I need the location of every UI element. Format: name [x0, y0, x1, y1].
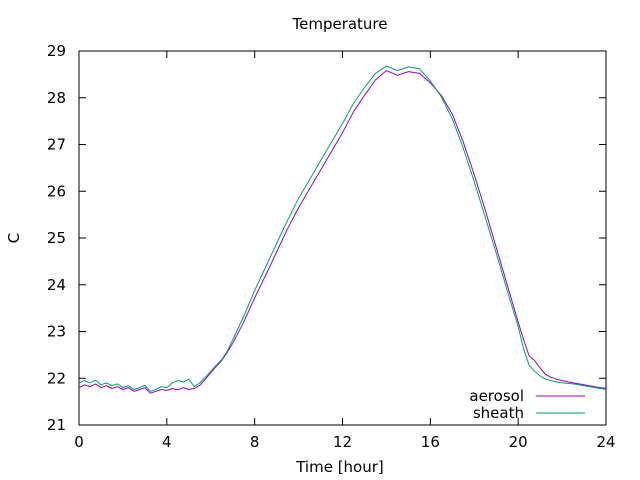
y-tick-label: 23	[47, 323, 66, 341]
y-tick-label: 22	[47, 369, 66, 387]
y-tick-label: 27	[47, 136, 66, 154]
y-tick-label: 26	[47, 182, 66, 200]
x-tick-label: 0	[74, 433, 84, 451]
y-tick-label: 21	[47, 416, 66, 434]
y-tick-label: 24	[47, 276, 66, 294]
x-tick-label: 20	[509, 433, 528, 451]
y-tick-label: 25	[47, 229, 66, 247]
series-line-aerosol	[78, 70, 607, 394]
x-tick-label: 24	[596, 433, 615, 451]
plot-frame	[78, 50, 607, 426]
x-tick-label: 16	[421, 433, 440, 451]
series-layer	[78, 65, 607, 394]
plot-border	[78, 50, 607, 426]
x-axis-label: Time [hour]	[295, 458, 384, 476]
y-tick-label: 29	[47, 42, 66, 60]
legend-label-sheath: sheath	[473, 404, 524, 422]
x-tick-label: 12	[333, 433, 352, 451]
x-axis-ticks: 0 4 8 12 16 20 24	[74, 51, 616, 451]
y-axis-ticks: 21 22 23 24 25 26 27 28 29	[47, 42, 606, 434]
x-tick-label: 4	[162, 433, 172, 451]
legend-label-aerosol: aerosol	[469, 387, 524, 405]
y-tick-label: 28	[47, 89, 66, 107]
y-axis-label: C	[5, 233, 23, 243]
chart-title: Temperature	[291, 15, 387, 33]
x-tick-label: 8	[250, 433, 260, 451]
series-line-sheath	[78, 65, 607, 392]
